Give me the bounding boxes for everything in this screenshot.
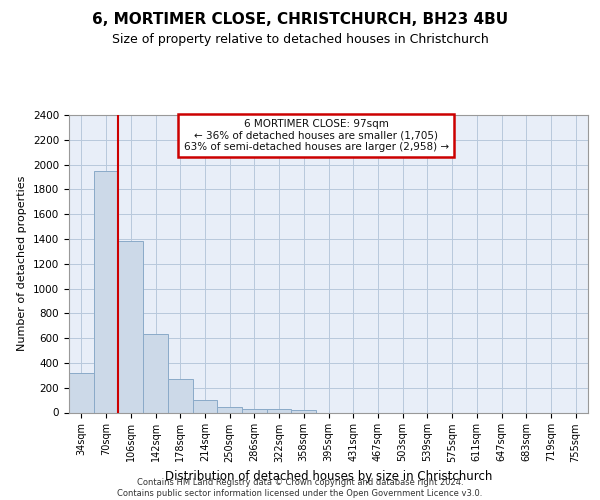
Text: 6 MORTIMER CLOSE: 97sqm
← 36% of detached houses are smaller (1,705)
63% of semi: 6 MORTIMER CLOSE: 97sqm ← 36% of detache…: [184, 118, 449, 152]
Bar: [168, 379, 193, 412]
Bar: [69, 374, 94, 412]
X-axis label: Distribution of detached houses by size in Christchurch: Distribution of detached houses by size …: [165, 470, 492, 483]
Bar: [193, 400, 217, 412]
Bar: [217, 406, 242, 412]
Text: Size of property relative to detached houses in Christchurch: Size of property relative to detached ho…: [112, 32, 488, 46]
Y-axis label: Number of detached properties: Number of detached properties: [17, 176, 28, 352]
Bar: [143, 334, 168, 412]
Bar: [118, 242, 143, 412]
Text: 6, MORTIMER CLOSE, CHRISTCHURCH, BH23 4BU: 6, MORTIMER CLOSE, CHRISTCHURCH, BH23 4B…: [92, 12, 508, 28]
Bar: [242, 408, 267, 412]
Bar: [94, 171, 118, 412]
Bar: [292, 410, 316, 412]
Bar: [267, 409, 292, 412]
Text: Contains HM Land Registry data © Crown copyright and database right 2024.
Contai: Contains HM Land Registry data © Crown c…: [118, 478, 482, 498]
